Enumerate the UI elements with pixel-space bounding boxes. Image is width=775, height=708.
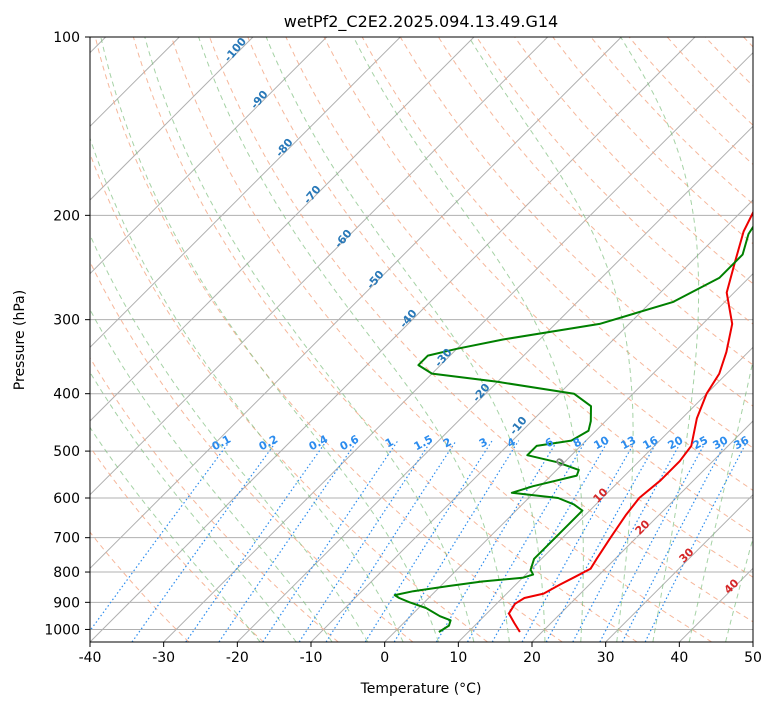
x-axis-label: Temperature (°C) (360, 681, 482, 697)
dry-adiabat-line (90, 356, 339, 642)
moist-adiabat-line (353, 37, 584, 642)
isotherm-line (531, 420, 753, 642)
dewpoint-profile-line (393, 225, 753, 633)
moist-adiabat-line (100, 37, 439, 642)
mixing-ratio-label: 13 (619, 434, 639, 453)
moist-adiabat-line (144, 37, 475, 642)
dry-adiabat-line (132, 37, 638, 642)
x-tick-label: 30 (597, 650, 615, 666)
dry-adiabat-line (247, 37, 753, 578)
isotherm-line (457, 346, 753, 642)
y-axis-label: Pressure (hPa) (12, 290, 28, 390)
mixing-ratio-line (393, 440, 520, 642)
plot-frame (89, 36, 754, 643)
moist-adiabat-line (90, 233, 369, 642)
moist-adiabat-line (265, 37, 546, 642)
dry-adiabat-line (437, 37, 753, 366)
mixing-ratio-label: 10 (592, 433, 612, 452)
dry-adiabat-line (209, 37, 753, 623)
x-tick-label: -20 (226, 650, 249, 666)
temperature-profile-line (507, 210, 753, 633)
mixing-ratio-line (90, 440, 231, 632)
mixing-ratio-line (545, 440, 659, 642)
isotherm-line (90, 37, 549, 496)
dry-adiabat-line (94, 37, 563, 642)
mixing-ratio-line (185, 440, 328, 642)
mixing-ratio-line (644, 440, 748, 642)
x-tick-label: 40 (670, 650, 688, 666)
isotherm-line (90, 37, 475, 422)
mixing-ratio-line (298, 440, 432, 642)
y-tick-label: 700 (53, 531, 80, 547)
y-tick-label: 300 (53, 313, 80, 329)
y-tick-label: 400 (53, 387, 80, 403)
x-tick-label: -10 (300, 650, 323, 666)
isotherm-line (90, 37, 696, 642)
x-tick-label: -30 (152, 650, 175, 666)
x-tick-label: -40 (79, 650, 102, 666)
mixing-ratio-line (572, 440, 683, 642)
mixing-ratio-label: 30 (711, 433, 731, 452)
mixing-ratio-line (491, 440, 609, 642)
moist-adiabat-line (620, 37, 700, 642)
moist-adiabat-line (90, 426, 261, 642)
mixing-ratio-line (325, 440, 457, 642)
isotherm-line (90, 37, 328, 275)
isotherm-line (90, 37, 622, 570)
x-axis: -40 -30 -20 -10 0 10 20 30 40 50 (79, 642, 762, 666)
mixing-ratio-line (131, 440, 278, 642)
x-tick-label: 50 (744, 650, 762, 666)
y-tick-label: 800 (53, 565, 80, 581)
isotherm-line (384, 272, 753, 642)
mixing-ratio-line (466, 440, 587, 642)
x-tick-label: 10 (449, 650, 467, 666)
isotherm-line (752, 641, 753, 642)
profile-lines (393, 210, 753, 633)
mixing-ratio-label: 16 (641, 433, 661, 452)
y-tick-label: 600 (53, 491, 80, 507)
plot-background (90, 37, 753, 642)
y-tick-label: 500 (53, 444, 80, 460)
mixing-ratio-line (521, 440, 637, 642)
dry-adiabat-line (361, 37, 753, 449)
y-tick-label: 200 (53, 208, 80, 224)
mixing-ratio-line (364, 440, 493, 642)
dry-adiabat-line (399, 37, 753, 407)
y-tick-label: 100 (53, 30, 80, 46)
dry-adiabat-line (323, 37, 753, 491)
isotherm-line (90, 37, 254, 201)
mixing-ratio-label: 20 (666, 433, 686, 452)
mixing-ratio-label: 25 (691, 434, 711, 453)
dry-adiabat-line (90, 531, 190, 642)
isotherm-line (90, 37, 401, 349)
moist-adiabat-line (90, 371, 297, 642)
y-axis: 100 200 300 400 500 600 700 800 900 1000 (44, 30, 90, 638)
mixing-ratio-line (262, 440, 399, 642)
dry-adiabat-line (90, 260, 414, 642)
x-tick-label: 0 (380, 650, 389, 666)
y-tick-label: 1000 (44, 622, 80, 638)
isotherm-line (163, 51, 753, 642)
x-tick-label: 20 (523, 650, 541, 666)
isotherm-line (605, 493, 753, 642)
mixing-ratio-label: 36 (732, 433, 752, 452)
moist-adiabat-line (90, 136, 404, 642)
y-tick-label: 900 (53, 595, 80, 611)
isotherm-line (236, 125, 753, 642)
chart-title: wetPf2_C2E2.2025.094.13.49.G14 (284, 12, 558, 32)
